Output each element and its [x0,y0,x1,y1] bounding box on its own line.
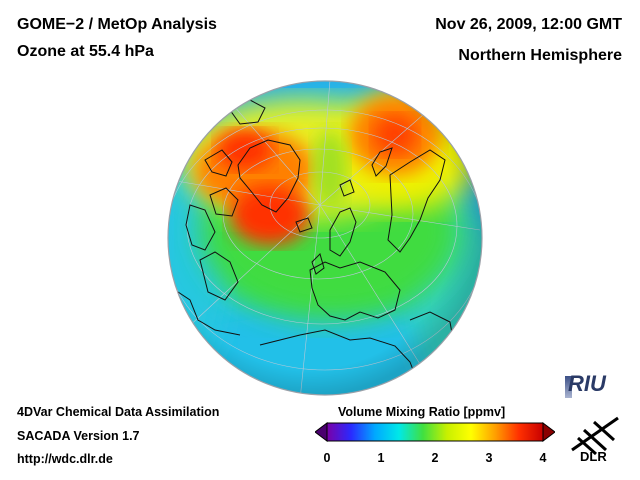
colorbar-title: Volume Mixing Ratio [ppmv] [338,405,506,419]
date-label: Nov 26, 2009, 12:00 GMT [435,16,622,33]
colorbar-tick-label: 0 [323,451,331,465]
version-label: SACADA Version 1.7 [17,429,140,443]
url-label: http://wdc.dlr.de [17,452,113,466]
dlr-logo-text: DLR [580,449,607,464]
riu-logo-mark [565,376,572,398]
colorbar-high-arrow [542,422,555,442]
colorbar-tick-label: 1 [377,451,385,465]
colorbar-tick-label: 2 [431,451,439,465]
colorbar [315,422,555,442]
colorbar-low-arrow [315,422,328,442]
title-line2: Ozone at 55.4 hPa [17,43,154,60]
colorbar-tick-label: 3 [485,451,493,465]
region-label: Northern Hemisphere [458,47,622,64]
dlr-logo [571,416,619,456]
riu-logo: RIU [568,371,606,396]
colorbar-tick-label: 4 [539,451,547,465]
title-line1: GOME−2 / MetOp Analysis [17,16,217,33]
method-label: 4DVar Chemical Data Assimilation [17,405,220,419]
colorbar-gradient [326,422,544,442]
